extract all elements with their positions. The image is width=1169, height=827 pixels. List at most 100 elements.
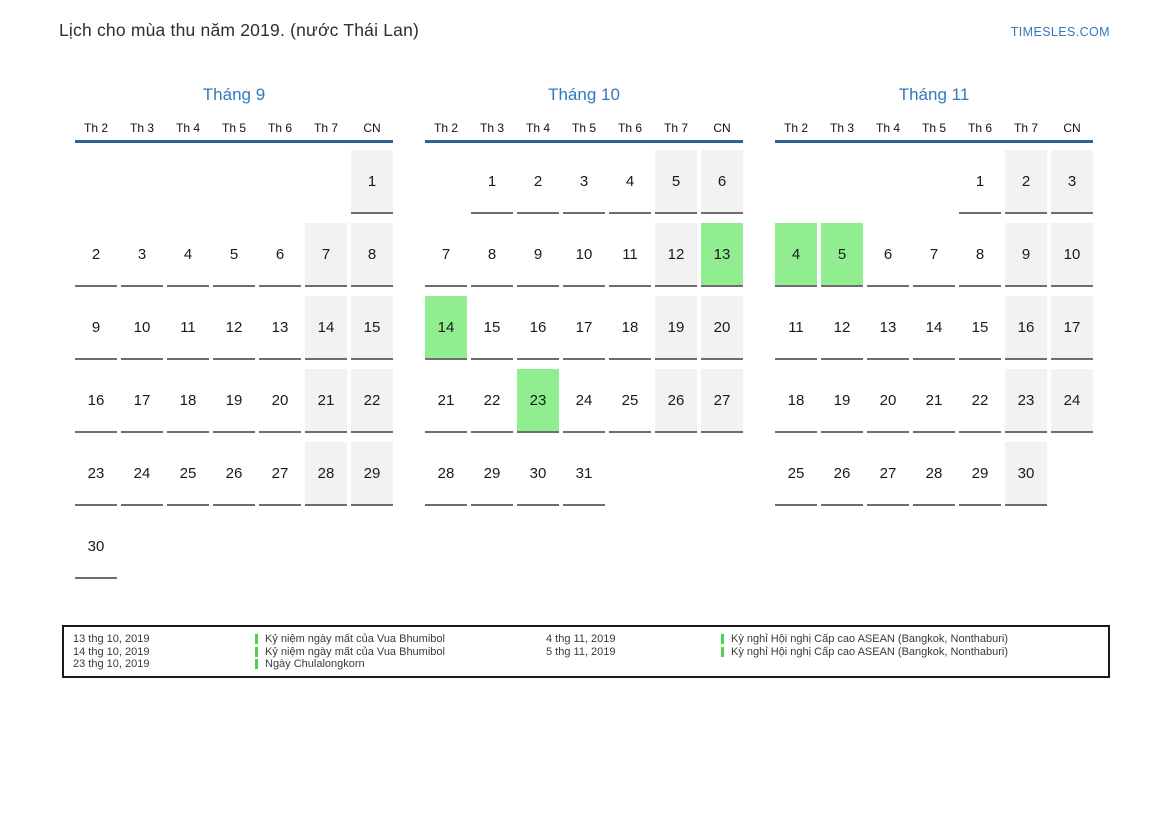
legend-holiday-name: Kỷ niệm ngày mất của Vua Bhumibol bbox=[255, 646, 445, 658]
day-cell-holiday: 23 bbox=[517, 369, 559, 433]
day-grid: 1 2 3 4 5 6 7 8 9 10 11 12 13 14 15 16 17 18 19 20 21 22 23 24 2… bbox=[425, 150, 743, 506]
day-cell-empty bbox=[609, 442, 651, 506]
day-cell: 10 bbox=[121, 296, 163, 360]
weekday-header-row: Th 2 Th 3 Th 4 Th 5 Th 6 Th 7 CN bbox=[425, 120, 743, 143]
day-cell: 10 bbox=[563, 223, 605, 287]
day-cell: 13 bbox=[259, 296, 301, 360]
weekday-header-row: Th 2 Th 3 Th 4 Th 5 Th 6 Th 7 CN bbox=[75, 120, 393, 143]
day-cell-empty bbox=[655, 442, 697, 506]
day-cell: 24 bbox=[563, 369, 605, 433]
page-header: Lịch cho mùa thu năm 2019. (nước Thái La… bbox=[0, 0, 1169, 41]
day-cell: 28 bbox=[425, 442, 467, 506]
day-cell-empty bbox=[775, 150, 817, 214]
legend-holiday-label: Kỷ niệm ngày mất của Vua Bhumibol bbox=[265, 633, 445, 646]
day-cell: 4 bbox=[167, 223, 209, 287]
day-cell: 7 bbox=[913, 223, 955, 287]
day-cell: 27 bbox=[259, 442, 301, 506]
day-cell: 1 bbox=[351, 150, 393, 214]
day-cell: 27 bbox=[701, 369, 743, 433]
holiday-marker-icon bbox=[721, 634, 724, 645]
day-cell: 22 bbox=[351, 369, 393, 433]
month-2: Tháng 10 Th 2 Th 3 Th 4 Th 5 Th 6 Th 7 CN 1 2 3 4 5 6… bbox=[425, 85, 743, 579]
day-cell-empty bbox=[351, 515, 393, 579]
weekday-header: Th 7 bbox=[313, 121, 338, 135]
weekday-header: Th 2 bbox=[83, 121, 108, 135]
legend-holiday-name: Kỷ niệm ngày mất của Vua Bhumibol bbox=[255, 633, 445, 645]
day-cell-empty bbox=[213, 150, 255, 214]
legend-holiday-label: Kỳ nghỉ Hội nghị Cấp cao ASEAN (Bangkok,… bbox=[731, 645, 1008, 658]
day-cell: 30 bbox=[517, 442, 559, 506]
legend-date: 5 thg 11, 2019 bbox=[546, 645, 616, 658]
month-title: Tháng 9 bbox=[202, 85, 266, 104]
legend-entry: 4 thg 11, 2019 Kỳ nghỉ Hội nghị Cấp cao A… bbox=[546, 633, 1008, 645]
day-cell: 2 bbox=[1005, 150, 1047, 214]
day-cell-empty bbox=[167, 515, 209, 579]
day-cell-holiday: 13 bbox=[701, 223, 743, 287]
day-cell: 3 bbox=[1051, 150, 1093, 214]
legend-entry: 5 thg 11, 2019 Kỳ nghỉ Hội nghị Cấp cao A… bbox=[546, 645, 1008, 658]
day-cell: 30 bbox=[1005, 442, 1047, 506]
day-cell: 23 bbox=[1005, 369, 1047, 433]
day-cell: 19 bbox=[213, 369, 255, 433]
day-cell: 26 bbox=[821, 442, 863, 506]
day-cell: 27 bbox=[867, 442, 909, 506]
day-cell: 29 bbox=[959, 442, 1001, 506]
legend-holiday-name: Kỳ nghỉ Hội nghị Cấp cao ASEAN (Bangkok,… bbox=[721, 633, 1008, 645]
day-cell: 31 bbox=[563, 442, 605, 506]
day-cell: 20 bbox=[259, 369, 301, 433]
day-cell: 11 bbox=[609, 223, 651, 287]
day-cell: 28 bbox=[913, 442, 955, 506]
legend-holiday-label: Kỷ niệm ngày mất của Vua Bhumibol bbox=[265, 645, 445, 658]
legend-date: 4 thg 11, 2019 bbox=[546, 633, 616, 646]
weekday-header: CN bbox=[363, 121, 381, 135]
weekday-header: Th 5 bbox=[571, 121, 596, 135]
day-cell: 29 bbox=[471, 442, 513, 506]
day-cell: 16 bbox=[1005, 296, 1047, 360]
weekday-header: Th 3 bbox=[829, 121, 854, 135]
holiday-marker-icon bbox=[255, 634, 258, 645]
day-cell: 9 bbox=[517, 223, 559, 287]
day-grid: 1 2 3 4 5 6 7 8 9 10 11 12 13 14 15 16 17 18 19 20 21 22 23 24 2… bbox=[75, 150, 393, 579]
day-cell: 13 bbox=[867, 296, 909, 360]
day-cell-empty bbox=[305, 515, 347, 579]
page-title: Lịch cho mùa thu năm 2019. (nước Thái La… bbox=[59, 20, 420, 40]
weekday-header: Th 5 bbox=[921, 121, 946, 135]
day-cell: 21 bbox=[425, 369, 467, 433]
day-cell-empty bbox=[259, 150, 301, 214]
day-cell: 17 bbox=[121, 369, 163, 433]
day-cell: 8 bbox=[959, 223, 1001, 287]
day-cell-holiday: 4 bbox=[775, 223, 817, 287]
legend-holiday-name: Kỳ nghỉ Hội nghị Cấp cao ASEAN (Bangkok,… bbox=[721, 646, 1008, 658]
day-cell: 12 bbox=[213, 296, 255, 360]
day-cell: 9 bbox=[1005, 223, 1047, 287]
weekday-header-row: Th 2 Th 3 Th 4 Th 5 Th 6 Th 7 CN bbox=[775, 120, 1093, 143]
day-cell: 1 bbox=[959, 150, 1001, 214]
day-cell-empty bbox=[425, 150, 467, 214]
day-cell: 18 bbox=[167, 369, 209, 433]
legend-date: 13 thg 10, 2019 bbox=[73, 633, 150, 646]
day-cell: 30 bbox=[75, 515, 117, 579]
day-cell: 3 bbox=[563, 150, 605, 214]
day-cell-empty bbox=[167, 150, 209, 214]
month-title: Tháng 10 bbox=[548, 85, 620, 104]
holiday-marker-icon bbox=[255, 658, 258, 669]
brand-link[interactable]: TIMESLES.COM bbox=[1010, 25, 1110, 39]
day-cell: 3 bbox=[121, 223, 163, 287]
day-cell: 25 bbox=[775, 442, 817, 506]
legend-date: 23 thg 10, 2019 bbox=[73, 657, 150, 670]
legend-holiday-name: Ngày Chulalongkorn bbox=[255, 658, 365, 670]
day-cell-empty bbox=[305, 150, 347, 214]
day-cell: 20 bbox=[867, 369, 909, 433]
day-cell: 9 bbox=[75, 296, 117, 360]
weekday-header: Th 2 bbox=[433, 121, 458, 135]
weekday-header: Th 6 bbox=[967, 121, 992, 135]
holiday-marker-icon bbox=[255, 646, 258, 657]
day-cell-empty bbox=[259, 515, 301, 579]
day-cell-empty bbox=[121, 150, 163, 214]
day-cell: 7 bbox=[305, 223, 347, 287]
day-cell: 23 bbox=[75, 442, 117, 506]
legend-date: 14 thg 10, 2019 bbox=[73, 645, 150, 658]
day-cell-holiday: 14 bbox=[425, 296, 467, 360]
day-cell: 29 bbox=[351, 442, 393, 506]
day-cell-empty bbox=[913, 150, 955, 214]
